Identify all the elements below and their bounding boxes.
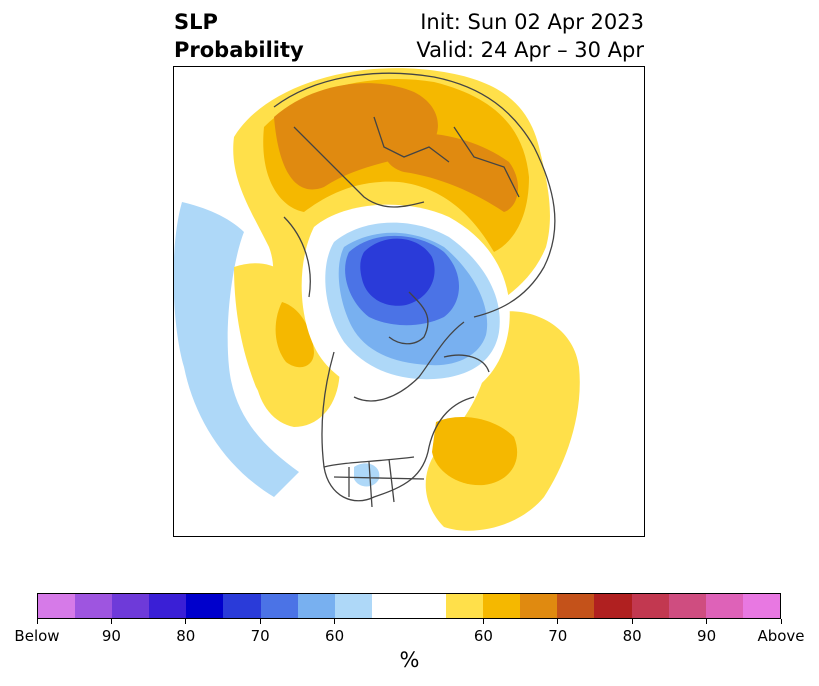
pacific-low-band xyxy=(174,202,299,497)
colorbar-tick-label: 70 xyxy=(548,627,568,645)
colorbar-segment xyxy=(668,594,706,618)
colorbar-tick-label: Above xyxy=(757,627,805,645)
colorbar-tick-label: 80 xyxy=(622,627,642,645)
colorbar-tick xyxy=(780,619,782,624)
colorbar-ticks xyxy=(36,619,782,627)
colorbar-segment xyxy=(149,594,187,618)
coastlines xyxy=(273,72,556,508)
arctic-low-core xyxy=(360,238,435,306)
colorbar-segment xyxy=(334,594,372,618)
init-date: Init: Sun 02 Apr 2023 xyxy=(420,10,644,34)
colorbar-tick xyxy=(482,619,484,624)
eurasia-high-dark-orange xyxy=(274,83,438,190)
title-line-1: SLP xyxy=(174,10,218,34)
colorbar-segment xyxy=(297,594,335,618)
atlantic-high-orange xyxy=(432,417,518,486)
pacific-high-orange xyxy=(275,302,314,368)
colorbar-tick-label: Below xyxy=(14,627,60,645)
colorbar-tick-label: 60 xyxy=(473,627,493,645)
colorbar-tick-label: 80 xyxy=(176,627,196,645)
colorbar-segment xyxy=(186,594,224,618)
colorbar xyxy=(37,593,781,619)
colorbar-tick xyxy=(36,619,38,624)
colorbar-tick-label: 90 xyxy=(101,627,121,645)
colorbar-segment xyxy=(557,594,595,618)
colorbar-tick xyxy=(334,619,336,624)
colorbar-tick xyxy=(557,619,559,624)
colorbar-tick-label: 70 xyxy=(250,627,270,645)
colorbar-tick xyxy=(706,619,708,624)
colorbar-tick xyxy=(110,619,112,624)
colorbar-segment xyxy=(38,594,76,618)
colorbar-unit: % xyxy=(399,648,420,672)
colorbar-segment xyxy=(742,594,780,618)
colorbar-segment xyxy=(705,594,743,618)
colorbar-tick-label: 90 xyxy=(697,627,717,645)
title-line-2: Probability xyxy=(174,38,304,62)
colorbar-segment xyxy=(75,594,113,618)
colorbar-segment xyxy=(223,594,261,618)
colorbar-tick xyxy=(185,619,187,624)
colorbar-segment xyxy=(483,594,521,618)
colorbar-tick xyxy=(259,619,261,624)
siberia-high-dark-orange xyxy=(384,133,519,212)
sw-us-low xyxy=(354,463,380,487)
colorbar-segment xyxy=(520,594,558,618)
colorbar-segment xyxy=(371,594,409,618)
colorbar-segment xyxy=(594,594,632,618)
valid-date: Valid: 24 Apr – 30 Apr xyxy=(416,38,644,62)
colorbar-segment xyxy=(446,594,484,618)
colorbar-segment xyxy=(260,594,298,618)
colorbar-tick-label: 60 xyxy=(325,627,345,645)
map-canvas xyxy=(174,68,580,531)
colorbar-tick xyxy=(631,619,633,624)
chart-title: SLP Probability xyxy=(174,8,304,64)
colorbar-segment xyxy=(112,594,150,618)
colorbar-segment xyxy=(408,594,447,618)
colorbar-labels: Below 90 80 70 60 60 70 80 90 Above xyxy=(0,627,819,647)
polar-map xyxy=(173,66,645,537)
colorbar-segment xyxy=(631,594,669,618)
forecast-dates: Init: Sun 02 Apr 2023 Valid: 24 Apr – 30… xyxy=(416,8,644,64)
